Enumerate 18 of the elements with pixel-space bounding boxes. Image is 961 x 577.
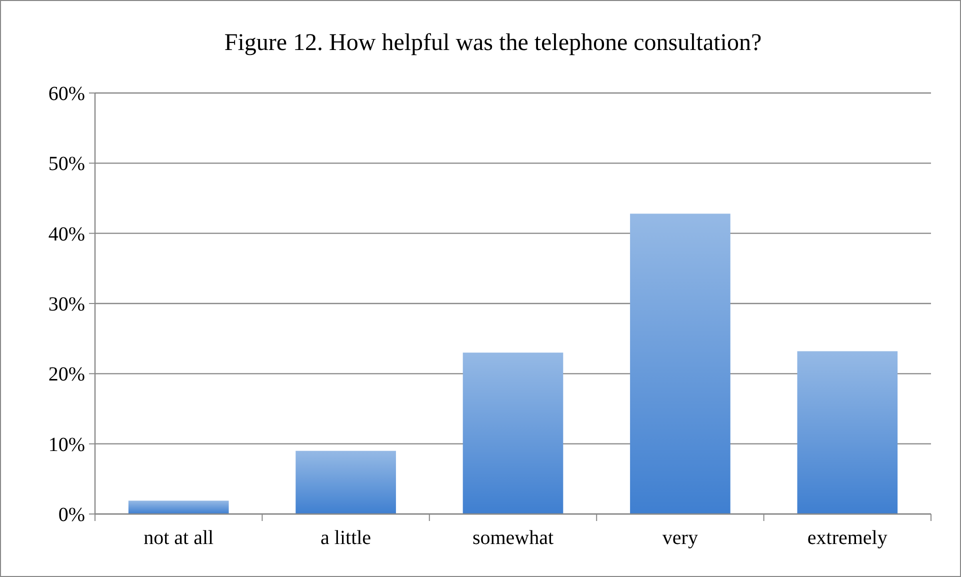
y-tick-label: 10% [48,434,85,456]
y-tick-label: 40% [48,223,85,246]
y-tick-label: 20% [48,364,85,386]
x-tick-label: a little [320,527,372,549]
x-tick-label: somewhat [472,527,554,549]
y-tick-label: 60% [48,83,85,105]
bar [296,450,396,514]
bar [128,500,229,514]
y-tick-label: 0% [58,504,85,526]
bar [630,214,730,514]
bar [462,352,564,514]
x-tick-label: not at all [144,527,214,549]
x-tick-label: very [662,527,698,549]
chart-title: Figure 12. How helpful was the telephone consultation? [224,30,762,56]
y-tick-label: 30% [48,294,85,316]
y-tick-label: 50% [48,153,85,176]
bar [797,351,898,514]
x-tick-label: extremely [807,527,888,549]
